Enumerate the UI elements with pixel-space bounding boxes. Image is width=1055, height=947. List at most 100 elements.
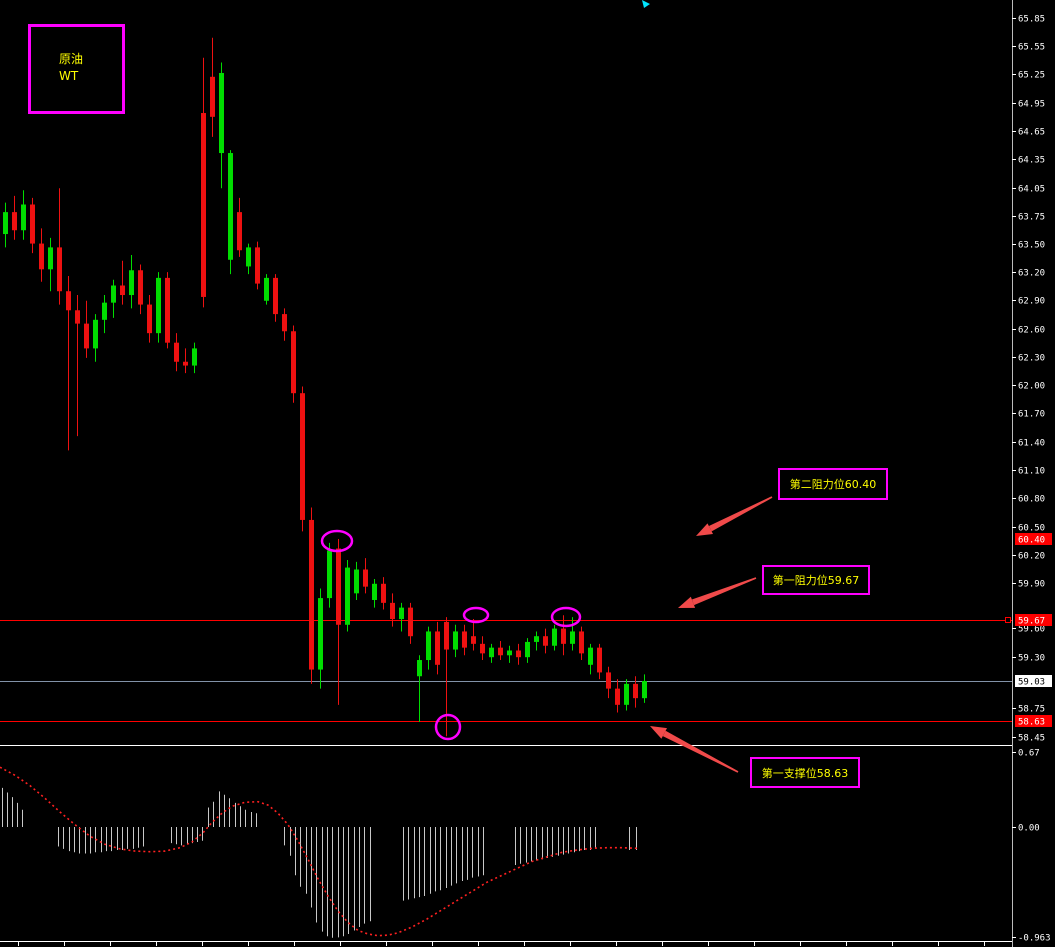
axis-tick-label: 61.40 [1018, 439, 1045, 449]
candle-body [426, 631, 431, 661]
price-axis-badge-last-price [1015, 675, 1052, 687]
annotation-arrow-shaft[interactable] [708, 496, 773, 532]
annotation-arrow-head[interactable] [678, 596, 696, 608]
axis-tick-label: 0.67 [1018, 749, 1040, 759]
axis-tick-label: 63.20 [1018, 269, 1045, 279]
price-axis-badge-text: 59.67 [1018, 617, 1045, 627]
candle-body [399, 607, 404, 620]
annotation-arrow-head[interactable] [696, 523, 713, 536]
annotation-resistance-2[interactable]: 第二阻力位60.40 [778, 468, 888, 500]
annotation-resistance-1[interactable]: 第一阻力位59.67 [762, 565, 870, 595]
level-line-handle[interactable] [1005, 617, 1011, 623]
candle-body [633, 683, 638, 699]
highlight-ellipse[interactable] [462, 606, 490, 624]
candle-body [570, 631, 575, 644]
candle-body [228, 153, 233, 260]
axis-tick-label: 58.75 [1018, 705, 1045, 715]
candle-body [390, 602, 395, 620]
candle-body [255, 247, 260, 284]
annotation-arrow-shaft[interactable] [691, 577, 757, 606]
price-axis-badge-resistance-1 [1015, 614, 1052, 626]
candle-body [291, 331, 296, 394]
candle-body [489, 647, 494, 658]
candle-body [111, 285, 116, 303]
candle-body [372, 583, 377, 600]
axis-tick-label: 60.20 [1018, 552, 1045, 562]
candle-body [507, 650, 512, 656]
candle-body [183, 361, 188, 366]
candle-body [201, 113, 206, 297]
candle-body [345, 567, 350, 625]
candle-body [381, 583, 386, 603]
candle-body [588, 647, 593, 665]
candles-layer [3, 37, 647, 737]
axis-tick-label: 65.25 [1018, 71, 1045, 81]
macd-signal-line [0, 766, 638, 937]
axis-tick-label: 64.95 [1018, 100, 1045, 110]
axis-tick-label: 62.60 [1018, 326, 1045, 336]
price-axis-badge-support-1 [1015, 715, 1052, 727]
annotation-arrow-shaft[interactable] [662, 730, 739, 773]
candle-body [525, 641, 530, 658]
drawing-annotations [320, 496, 773, 773]
candle-body [561, 628, 566, 644]
price-axis-badge-text: 60.40 [1018, 536, 1045, 546]
symbol-name: 原油 [59, 52, 84, 66]
candle-body [120, 285, 125, 296]
candle-body [417, 660, 422, 677]
axis-tick-label: 65.55 [1018, 43, 1045, 53]
candle-body [66, 291, 71, 311]
highlight-ellipse[interactable] [550, 606, 582, 628]
candle-body [57, 247, 62, 292]
candle-body [48, 247, 53, 270]
symbol-label-box: 原油 WT [28, 24, 125, 114]
candle-body [129, 270, 134, 296]
axis-tick-label: 62.00 [1018, 382, 1045, 392]
candle-body [39, 243, 44, 270]
candle-body [642, 681, 647, 699]
highlight-ellipse[interactable] [320, 529, 354, 553]
candle-body [75, 310, 80, 324]
candle-body [84, 323, 89, 349]
candle-body [102, 302, 107, 320]
annotation-arrow-head[interactable] [650, 726, 667, 739]
candle-body [498, 647, 503, 656]
axis-tick-label: -0.963 [1018, 934, 1051, 944]
candle-body [534, 636, 539, 642]
candle-body [138, 270, 143, 305]
candle-body [264, 277, 269, 301]
candle-body [219, 72, 224, 154]
annotation-support-1-text: 第一支撑位58.63 [761, 766, 849, 780]
axis-tick-label: 64.05 [1018, 185, 1045, 195]
axis-tick-label: 0.00 [1018, 824, 1040, 834]
candle-body [336, 548, 341, 625]
candle-body [597, 647, 602, 673]
axis-tick-label: 61.70 [1018, 410, 1045, 420]
annotation-resistance-2-text: 第二阻力位60.40 [789, 478, 877, 491]
annotation-support-1[interactable]: 第一支撑位58.63 [750, 757, 860, 788]
candle-body [3, 212, 8, 235]
candle-body [516, 650, 521, 658]
candle-body [552, 628, 557, 646]
symbol-code: WT [59, 69, 79, 83]
candle-body [606, 672, 611, 689]
axis-tick-label: 59.90 [1018, 580, 1045, 590]
candle-body [165, 277, 170, 343]
candle-body [147, 304, 152, 334]
candle-body [12, 212, 17, 231]
candle-body [273, 277, 278, 315]
highlight-ellipse[interactable] [434, 713, 462, 741]
candle-body [282, 314, 287, 332]
axis-tick-label: 60.80 [1018, 495, 1045, 505]
candle-body [624, 683, 629, 705]
candle-body [318, 598, 323, 670]
axis-tick-label: 64.35 [1018, 156, 1045, 166]
axis-tick-label: 65.85 [1018, 15, 1045, 25]
candle-body [309, 519, 314, 670]
candle-body [480, 643, 485, 654]
candle-body [453, 631, 458, 650]
candle-body [363, 569, 368, 587]
